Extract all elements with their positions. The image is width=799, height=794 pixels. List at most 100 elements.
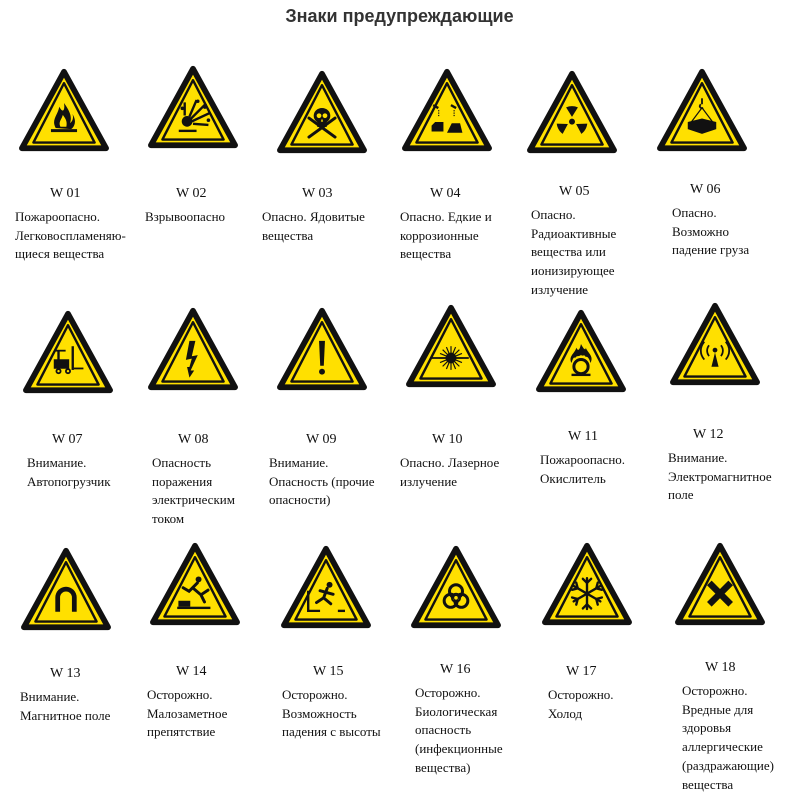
sign-description-line: Внимание. <box>269 455 329 470</box>
sign-description-line: Внимание. <box>668 450 728 465</box>
sign-description-line: Опасно. Лазерное <box>400 455 500 470</box>
sign-description-line: излучение <box>531 281 589 297</box>
sign-description-line: опасности) <box>269 492 331 508</box>
warning-sign-w11 <box>533 307 629 395</box>
warning-sign-w15 <box>278 543 374 631</box>
sign-description: Осторожно. Холод <box>548 686 614 723</box>
sign-description: Опасность поражения электрическим током <box>152 454 235 529</box>
sign-description-line: Внимание. <box>20 689 80 704</box>
sign-code: W 01 <box>50 186 81 201</box>
sign-description-line: вещества) <box>415 759 471 775</box>
sign-description-line: током <box>152 511 185 527</box>
laser-icon <box>430 346 469 370</box>
harmful-cross-icon <box>707 580 733 607</box>
warning-sign-w12 <box>667 300 763 388</box>
flame-icon <box>50 103 78 133</box>
warning-sign-w16 <box>408 543 504 631</box>
sign-description-line: Окислитель <box>540 470 606 486</box>
sign-description-line: вещества или <box>531 244 606 260</box>
sign-description-line: Вредные для <box>682 701 754 717</box>
forklift-icon <box>53 346 84 375</box>
sign-description: Опасно. Радиоактивные вещества или ионизиру… <box>531 206 616 300</box>
sign-description-line: Осторожно. <box>682 683 748 698</box>
sign-description-line: опасность <box>415 722 472 738</box>
sign-description-line: Осторожно. <box>282 687 348 702</box>
warning-sign-w01 <box>16 66 112 154</box>
sign-description-line: (инфекционные <box>415 741 503 757</box>
sign-description-line: Осторожно. <box>147 687 213 702</box>
warning-sign-w14 <box>147 540 243 628</box>
sign-description: Осторожно. Возможность падения с высоты <box>282 686 381 742</box>
sign-description: Внимание. Магнитное поле <box>20 688 110 725</box>
sign-description-line: препятствие <box>147 724 216 740</box>
sign-description: Опасно. Ядовитые вещества <box>262 208 365 245</box>
sign-description: Пожароопасно. Легковоспламеняю-щиеся веще… <box>15 208 126 264</box>
sign-code: W 04 <box>430 186 461 201</box>
sign-description-line: Биологическая <box>415 703 498 719</box>
sign-description: Взрывоопасно <box>145 208 225 227</box>
sign-description-line: Пожароопасно. <box>540 452 626 467</box>
sign-code: W 03 <box>302 186 333 201</box>
suspended-load-icon <box>687 98 717 134</box>
sign-description: Внимание. Автопогрузчик <box>27 454 111 491</box>
skull-crossbones-icon <box>307 108 337 139</box>
sign-description-line: Пожароопасно. <box>15 209 101 224</box>
sign-description: Осторожно. Малозаметное препятствие <box>147 686 227 742</box>
warning-sign-w10 <box>403 302 499 390</box>
sign-description-line: аллергические <box>682 739 763 755</box>
warning-sign-w05 <box>524 68 620 156</box>
sign-description-line: Опасность <box>152 455 212 470</box>
warning-sign-w03 <box>274 68 370 156</box>
sign-description: Опасно. Возможно падение груза <box>672 204 749 260</box>
warning-sign-w13 <box>18 545 114 633</box>
lightning-icon <box>185 340 198 378</box>
exclamation-icon <box>319 340 325 375</box>
biohazard-icon <box>442 583 470 609</box>
sign-description: Пожароопасно. Окислитель <box>540 451 625 488</box>
sign-code: W 06 <box>690 182 721 197</box>
sign-description-line: Опасность (прочие <box>269 473 375 489</box>
sign-code: W 10 <box>432 432 463 447</box>
sign-description: Опасно. Лазерное излучение <box>400 454 499 491</box>
oxidizer-icon <box>570 344 592 377</box>
sign-code: W 13 <box>50 666 81 681</box>
sign-code: W 15 <box>313 664 344 679</box>
sign-code: W 08 <box>178 432 209 447</box>
sign-code: W 18 <box>705 660 736 675</box>
sign-code: W 12 <box>693 427 724 442</box>
sign-description-line: вещества <box>400 246 452 262</box>
sign-description-line: Опасно. Едкие и <box>400 209 492 224</box>
sign-description-line: Внимание. <box>27 455 87 470</box>
sign-description-line: Магнитное поле <box>20 707 111 723</box>
sign-description-line: Возможно <box>672 223 729 239</box>
electromagnetic-icon <box>700 341 730 367</box>
sign-description-line: Взрывоопасно <box>145 209 226 224</box>
sign-description-line: Радиоактивные <box>531 225 617 241</box>
snowflake-icon <box>570 577 604 611</box>
sign-description-line: падение груза <box>672 242 750 258</box>
warning-sign-w17 <box>539 540 635 628</box>
sign-code: W 07 <box>52 432 83 447</box>
trip-hazard-icon <box>177 576 211 610</box>
sign-description-line: здоровья <box>682 720 732 736</box>
sign-description-line: вещества <box>262 227 314 243</box>
sign-code: W 02 <box>176 186 207 201</box>
sign-description-line: излучение <box>400 473 458 489</box>
sign-description: Опасно. Едкие и коррозионные вещества <box>400 208 492 264</box>
warning-sign-w06 <box>654 66 750 154</box>
corrosive-icon <box>431 104 463 133</box>
sign-description: Внимание. Опасность (прочие опасности) <box>269 454 375 510</box>
sign-description-line: поражения <box>152 473 213 489</box>
sign-description-line: падения с высоты <box>282 724 381 740</box>
sign-description-line: коррозионные <box>400 227 479 243</box>
page-title: Знаки предупреждающие <box>285 6 514 26</box>
explosion-icon <box>178 99 211 133</box>
sign-description-line: вещества <box>682 776 734 792</box>
warning-sign-w18 <box>672 540 768 628</box>
sign-description-line: поле <box>668 487 694 503</box>
sign-code: W 16 <box>440 662 471 677</box>
sign-description-line: (раздражающие) <box>682 757 774 773</box>
sign-description-line: электрическим <box>152 492 235 508</box>
sign-description-line: Холод <box>548 705 583 721</box>
sign-description: Осторожно. Вредные для здоровья аллергическ… <box>682 682 774 794</box>
